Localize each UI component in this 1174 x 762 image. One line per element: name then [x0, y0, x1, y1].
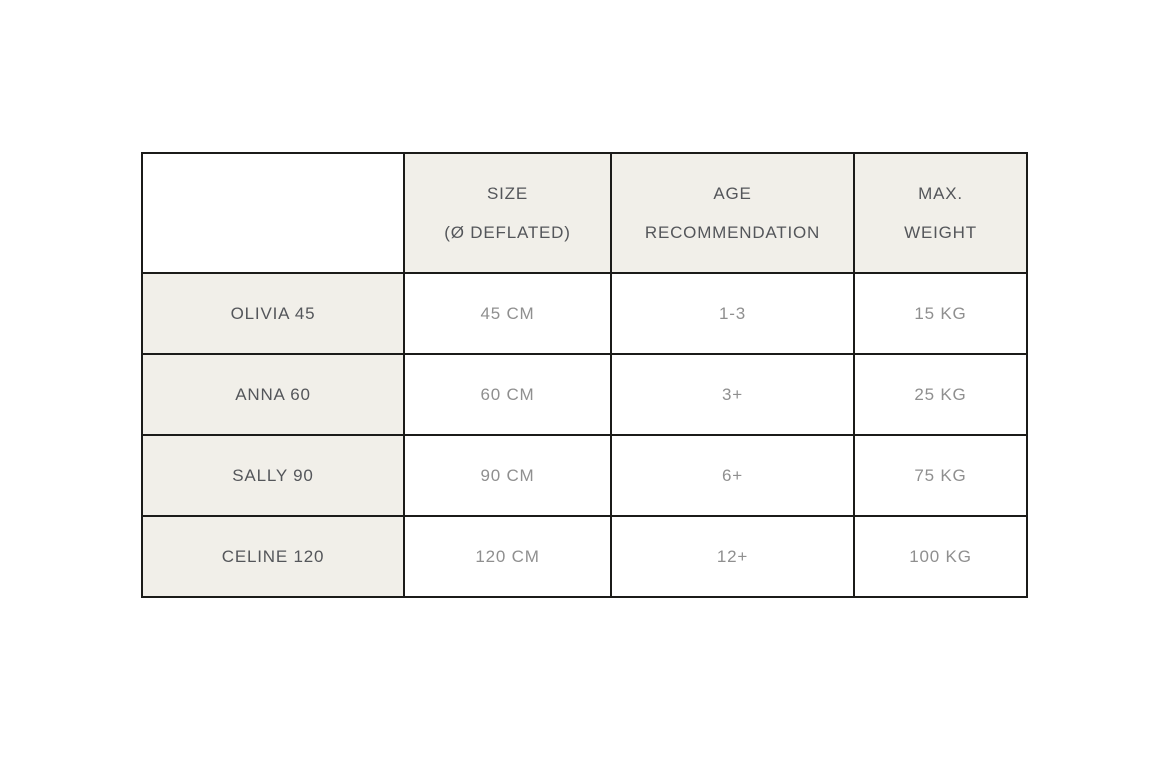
header-age-line1: AGE	[713, 184, 752, 203]
weight-cell: 75 KG	[853, 434, 1028, 517]
row-label: ANNA 60	[141, 353, 405, 436]
table-row: ANNA 60 60 CM 3+ 25 KG	[141, 353, 1028, 436]
table-row: SALLY 90 90 CM 6+ 75 KG	[141, 434, 1028, 517]
header-size-line2: (Ø DEFLATED)	[444, 223, 571, 242]
size-cell: 120 CM	[403, 515, 612, 598]
age-cell: 12+	[610, 515, 855, 598]
row-label: OLIVIA 45	[141, 272, 405, 355]
header-size-line1: SIZE	[487, 184, 528, 203]
column-header-weight: MAX. WEIGHT	[853, 152, 1028, 274]
size-cell: 60 CM	[403, 353, 612, 436]
age-cell: 6+	[610, 434, 855, 517]
row-label: CELINE 120	[141, 515, 405, 598]
table-row: OLIVIA 45 45 CM 1-3 15 KG	[141, 272, 1028, 355]
column-header-age: AGE RECOMMENDATION	[610, 152, 855, 274]
weight-cell: 100 KG	[853, 515, 1028, 598]
header-blank-cell	[141, 152, 405, 274]
header-row: SIZE (Ø DEFLATED) AGE RECOMMENDATION MAX…	[141, 152, 1028, 274]
row-label: SALLY 90	[141, 434, 405, 517]
header-weight-line1: MAX.	[918, 184, 963, 203]
column-header-size: SIZE (Ø DEFLATED)	[403, 152, 612, 274]
header-age-line2: RECOMMENDATION	[644, 223, 821, 242]
header-weight-line2: WEIGHT	[904, 223, 977, 242]
age-cell: 1-3	[610, 272, 855, 355]
product-spec-table: SIZE (Ø DEFLATED) AGE RECOMMENDATION MAX…	[141, 152, 1028, 598]
age-cell: 3+	[610, 353, 855, 436]
table-row: CELINE 120 120 CM 12+ 100 KG	[141, 515, 1028, 598]
weight-cell: 15 KG	[853, 272, 1028, 355]
weight-cell: 25 KG	[853, 353, 1028, 436]
size-cell: 45 CM	[403, 272, 612, 355]
size-cell: 90 CM	[403, 434, 612, 517]
